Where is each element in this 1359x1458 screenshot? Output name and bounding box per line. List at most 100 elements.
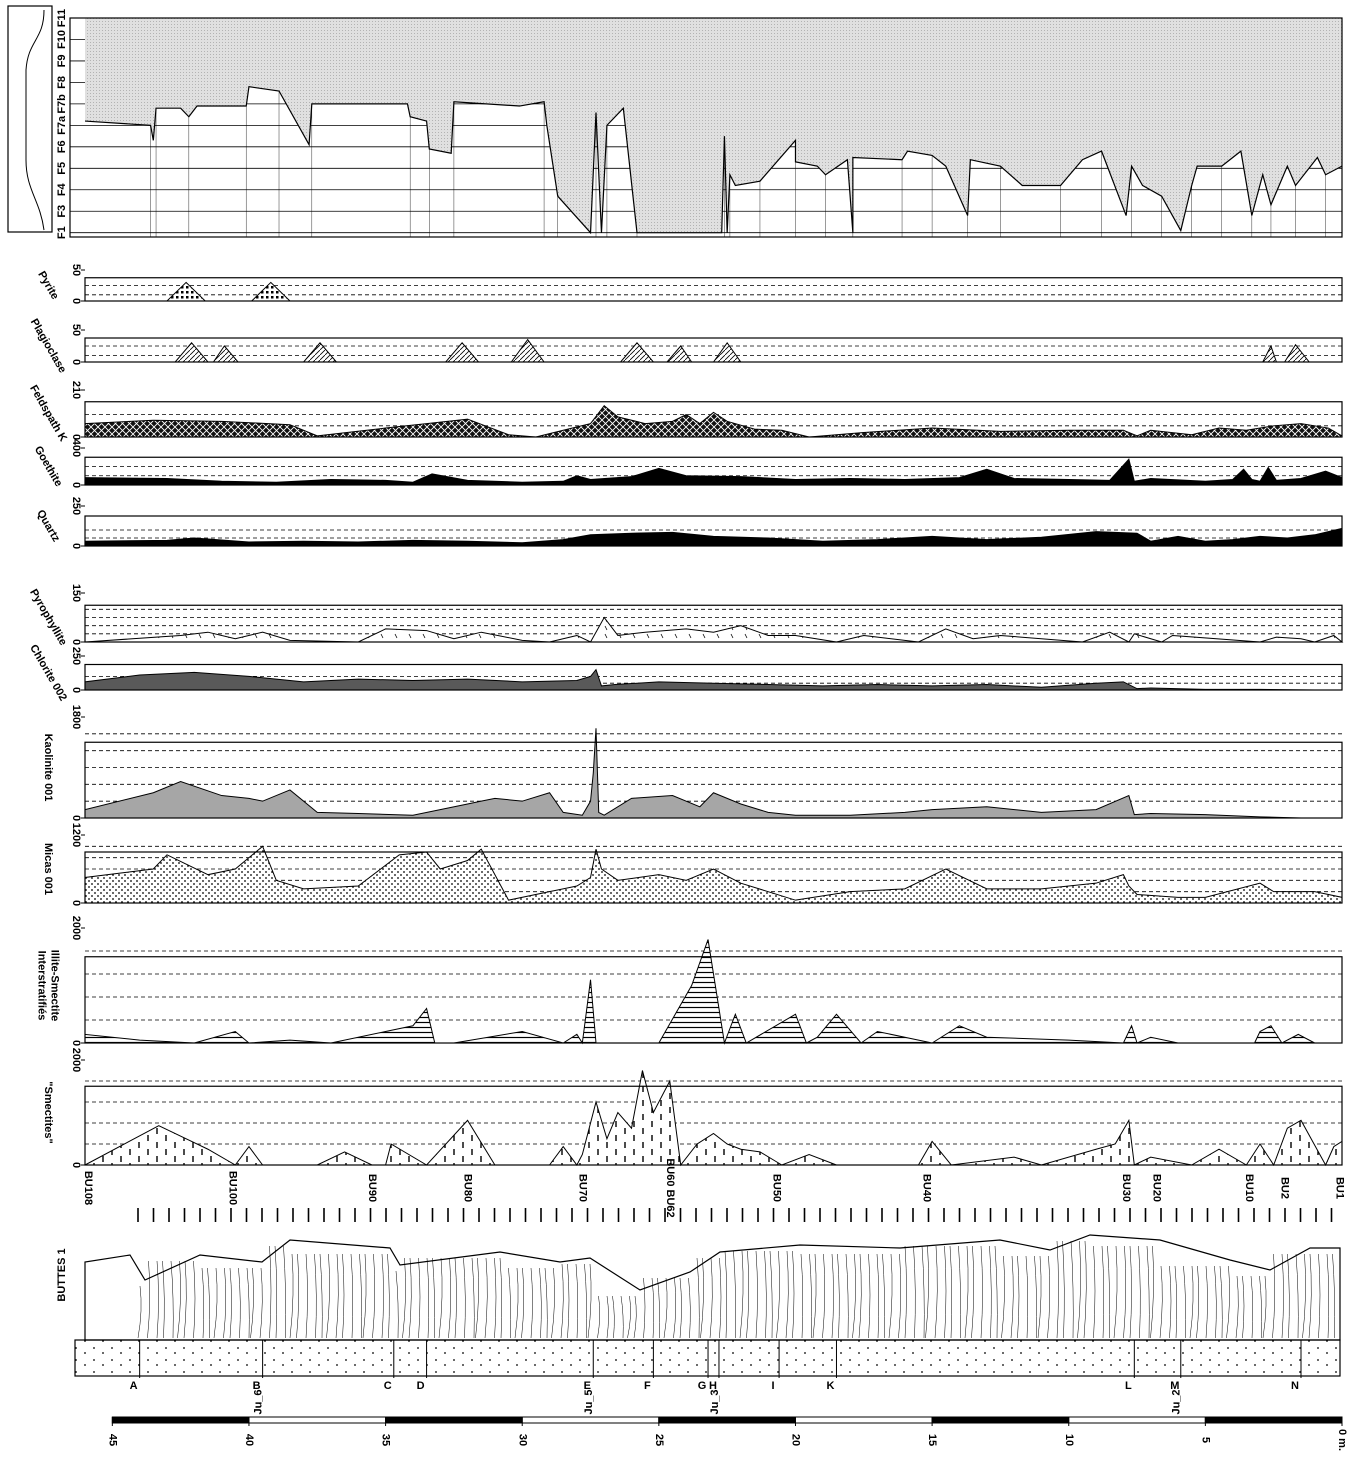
marker-label: K [826, 1380, 834, 1392]
y-tick-label: 210 [70, 381, 82, 399]
area [84, 845, 1343, 904]
log-texture [620, 1295, 624, 1339]
scale-label: 45 [106, 1434, 118, 1446]
area-pattern [85, 1070, 1342, 1165]
log-texture [688, 1277, 691, 1339]
log-texture [359, 1253, 362, 1339]
log-texture [177, 1260, 181, 1339]
log-texture [1272, 1253, 1276, 1339]
log-texture [1093, 1245, 1096, 1339]
log-texture [1259, 1275, 1262, 1339]
y-tick-label: 150 [70, 584, 82, 602]
log-texture [852, 1253, 856, 1339]
area-fill [85, 669, 1342, 690]
area-fill [85, 459, 1342, 485]
log-texture [876, 1253, 880, 1339]
area [84, 404, 1343, 438]
log-texture [402, 1257, 406, 1339]
log-texture [296, 1253, 300, 1339]
frame [84, 401, 1343, 438]
log-texture [448, 1257, 452, 1339]
y-tick-label: 0 [70, 687, 82, 693]
log-texture [733, 1250, 736, 1339]
log-texture [201, 1267, 205, 1339]
log-texture [1281, 1253, 1284, 1339]
log-texture [882, 1253, 885, 1339]
marker-label: N [1291, 1380, 1299, 1392]
log-texture [539, 1267, 542, 1339]
log-texture [350, 1253, 354, 1339]
log-texture [475, 1257, 479, 1339]
log-texture [1138, 1245, 1141, 1339]
y-tick-label: F11 [56, 9, 68, 27]
log-texture [1017, 1255, 1020, 1339]
sample-label: BU40 [921, 1174, 933, 1202]
log-texture [1056, 1240, 1059, 1339]
log-texture [673, 1277, 677, 1339]
log-texture [387, 1253, 390, 1339]
area-pattern [85, 339, 1342, 362]
inset-frame [7, 5, 53, 233]
log-texture [326, 1253, 330, 1339]
y-tick-label: F10 [56, 30, 68, 49]
log-texture [776, 1250, 780, 1339]
log-texture [438, 1257, 443, 1339]
marker-label: E [584, 1380, 591, 1392]
facies-line [84, 86, 1343, 235]
ju-label: Ju_6 [253, 1389, 265, 1414]
y-tick-label: 50 [70, 264, 82, 276]
y-tick-label: 0 [70, 434, 82, 440]
scale-label: 20 [790, 1434, 802, 1446]
frame [84, 741, 1343, 819]
y-tick-label: 2000 [70, 1048, 82, 1072]
log-texture [709, 1257, 713, 1339]
marker-label: G [698, 1380, 707, 1392]
log-texture [587, 1263, 592, 1339]
log-texture [597, 1295, 601, 1339]
log-texture [1129, 1245, 1132, 1339]
log-texture [785, 1250, 789, 1339]
log-texture [1183, 1265, 1186, 1339]
log-texture [812, 1253, 817, 1339]
log-texture [663, 1277, 668, 1339]
y-tick-label: 1800 [70, 705, 82, 729]
log-texture [831, 1253, 834, 1339]
log-texture [925, 1245, 929, 1339]
log-texture [530, 1267, 533, 1339]
area [84, 1070, 1343, 1167]
log-texture [1037, 1255, 1042, 1339]
scale-segment [931, 1416, 1070, 1424]
log-texture [989, 1245, 992, 1339]
log-texture [147, 1260, 151, 1339]
frame [84, 1085, 1343, 1166]
y-tick-label: 0 [70, 900, 82, 906]
log-texture [544, 1267, 548, 1339]
log-texture [432, 1257, 435, 1339]
log-texture [426, 1257, 430, 1339]
log-texture [921, 1245, 925, 1339]
area [84, 527, 1343, 547]
area [84, 616, 1344, 643]
area-fill [85, 728, 1342, 818]
y-tick-label: F7a [56, 115, 68, 135]
y-tick-label: F8 [56, 76, 68, 89]
log-texture [913, 1245, 916, 1339]
log-texture [764, 1250, 767, 1339]
panel-label: Micas 001 [42, 843, 54, 895]
panel-label: Goethite [32, 444, 65, 489]
area [84, 458, 1343, 486]
log-texture [651, 1277, 655, 1339]
log-texture [837, 1253, 840, 1339]
log-texture [1107, 1245, 1110, 1339]
log-texture [223, 1267, 227, 1339]
frame [84, 515, 1343, 547]
log-texture [584, 1263, 587, 1339]
log-texture [1146, 1245, 1150, 1339]
sample-label: BU50 [770, 1174, 782, 1202]
log-texture [679, 1277, 682, 1339]
log-texture [1169, 1265, 1172, 1339]
sample-label: BU30 [1120, 1174, 1132, 1202]
scale-segment [248, 1416, 387, 1424]
scale-segment [385, 1416, 523, 1424]
